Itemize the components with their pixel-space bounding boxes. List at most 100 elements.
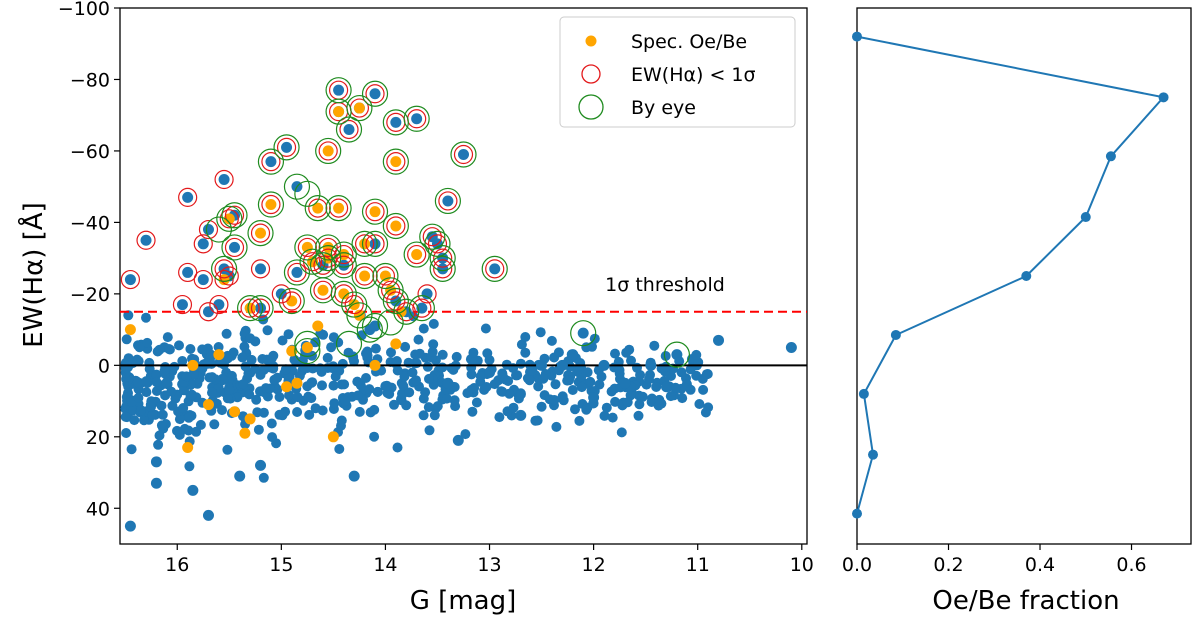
star-point (649, 340, 660, 351)
y-tick-label: −80 (70, 69, 110, 91)
by-eye-ring (361, 198, 389, 225)
star-point (182, 266, 194, 278)
star-point (670, 382, 681, 393)
by-eye-ring (330, 280, 357, 307)
star-point (671, 349, 683, 361)
spec-oebe-point (301, 341, 313, 353)
star-point (157, 409, 168, 420)
star-point (239, 341, 250, 352)
star-point (685, 384, 696, 395)
y-tick-label: −40 (70, 212, 110, 234)
star-point (520, 347, 531, 358)
threshold-label: 1σ threshold (605, 274, 725, 296)
star-point (328, 380, 339, 391)
by-eye-ring (283, 259, 311, 286)
star-point (421, 288, 433, 300)
star-point (124, 274, 136, 286)
star-point (316, 366, 327, 377)
star-point (185, 344, 196, 354)
star-point (336, 420, 346, 431)
star-point (536, 359, 548, 371)
star-point (616, 427, 627, 438)
star-point (369, 88, 381, 100)
by-eye-ring (283, 173, 311, 200)
ew-threshold-ring (412, 298, 432, 318)
star-point (334, 444, 345, 454)
by-eye-ring (330, 241, 357, 268)
main-y-axis-label: EW(Hα) [Å] (17, 202, 49, 347)
star-point (284, 390, 295, 401)
star-point (328, 332, 339, 343)
by-eye-ring (257, 191, 285, 218)
star-point (255, 459, 267, 471)
star-point (524, 375, 535, 386)
fraction-point (1021, 271, 1032, 281)
star-point (181, 371, 192, 382)
by-eye-ring (309, 277, 337, 304)
ew-threshold-ring (276, 137, 297, 157)
star-point (364, 384, 375, 395)
by-eye-ring (335, 330, 363, 357)
star-point (432, 401, 443, 412)
star-point (280, 364, 291, 375)
star-point (179, 385, 189, 396)
by-eye-ring (356, 316, 383, 343)
star-point (151, 377, 162, 387)
star-point (222, 353, 233, 364)
star-point (624, 344, 635, 355)
ew-threshold-ring (250, 298, 271, 318)
star-point (274, 392, 285, 402)
star-point (400, 341, 411, 352)
star-point (442, 195, 454, 207)
star-point (272, 372, 283, 383)
star-point (428, 318, 439, 329)
star-point (123, 353, 134, 364)
legend-box (559, 16, 796, 128)
star-point (283, 329, 294, 340)
ew-threshold-ring (417, 284, 437, 304)
star-point (489, 263, 501, 275)
star-point (354, 406, 365, 417)
ew-threshold-ring (214, 269, 234, 290)
by-eye-ring (372, 262, 399, 290)
star-point (222, 393, 233, 404)
star-point (151, 369, 162, 380)
star-point (496, 386, 507, 397)
star-point (140, 234, 152, 246)
star-point (392, 365, 403, 376)
by-eye-ring (382, 109, 409, 136)
star-point (511, 370, 521, 381)
spec-oebe-point (359, 270, 371, 282)
by-eye-ring (424, 230, 451, 257)
star-point (570, 404, 580, 415)
star-point (174, 340, 184, 351)
star-point (698, 384, 709, 395)
fraction-x-ticks: 0.0 0.2 0.4 0.6 (842, 544, 1147, 576)
by-eye-ring (325, 195, 352, 222)
star-point (538, 373, 549, 384)
star-point (424, 373, 434, 384)
star-point (424, 425, 435, 436)
star-point (785, 341, 797, 353)
x-tick-label: 13 (477, 554, 501, 576)
star-point (581, 404, 592, 415)
star-point (142, 337, 153, 348)
fraction-plot-frame (856, 7, 1192, 545)
ew-threshold-ring (438, 191, 458, 211)
star-point (414, 348, 425, 359)
legend-spec-label: Spec. Oe/Be (631, 31, 747, 53)
star-point (574, 415, 585, 426)
star-point (197, 274, 209, 286)
by-eye-ring (315, 234, 342, 261)
star-point (515, 389, 526, 400)
spec-oebe-point (182, 442, 194, 454)
ew-threshold-ring (250, 223, 271, 243)
star-point (120, 411, 131, 422)
spec-oebe-point (385, 284, 397, 296)
by-eye-ring (335, 116, 363, 143)
star-point (665, 391, 676, 402)
star-point (369, 404, 380, 415)
by-eye-ring (351, 230, 378, 257)
star-point (401, 400, 412, 411)
star-point (258, 407, 269, 418)
